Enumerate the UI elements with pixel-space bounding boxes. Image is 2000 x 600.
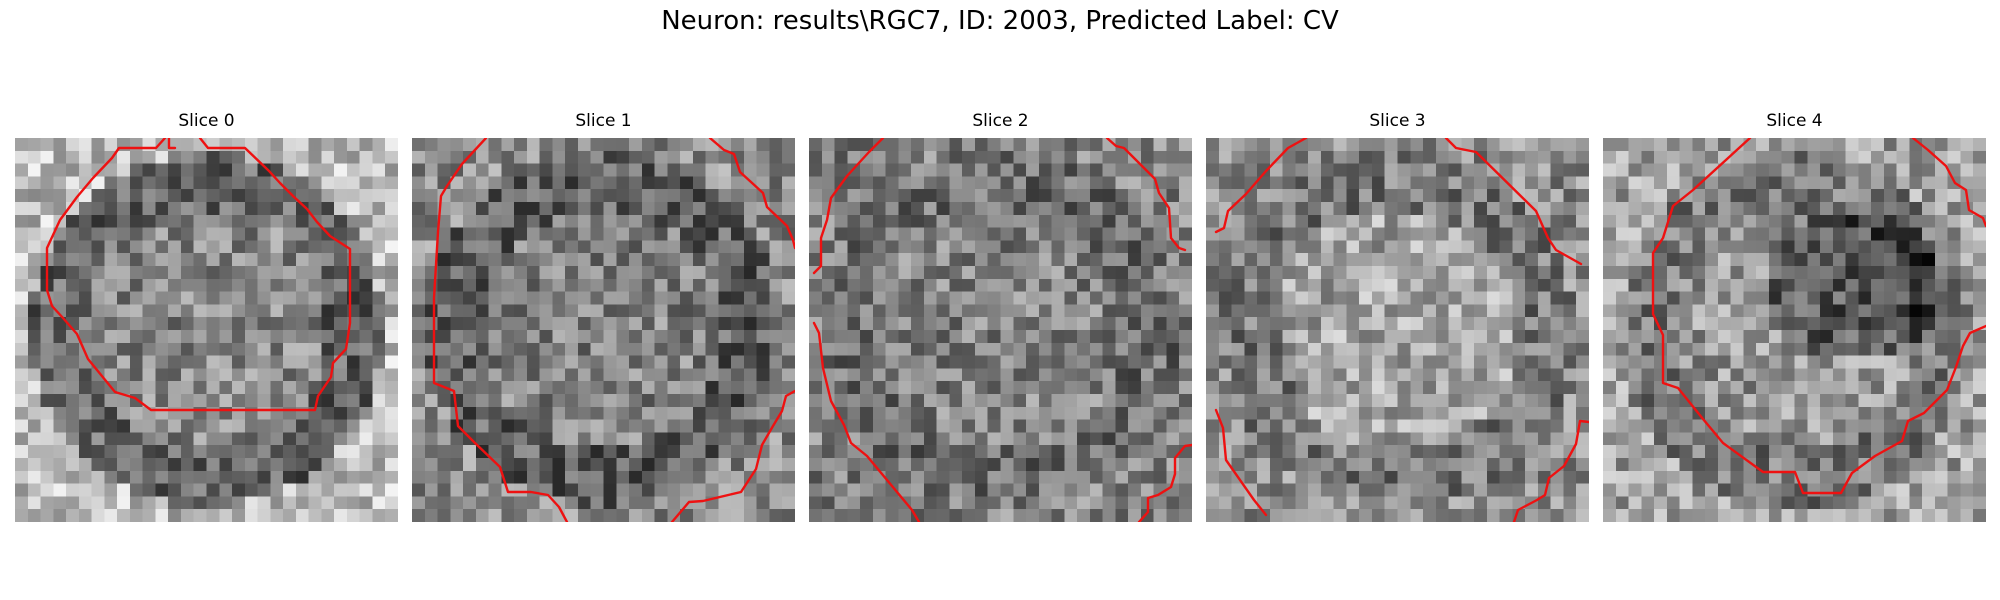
grayscale-image — [15, 138, 398, 522]
slice-title-1: Slice 1 — [575, 111, 632, 131]
slice-image-1 — [412, 138, 795, 522]
slice-panel-1: Slice 1 — [412, 110, 795, 522]
slice-title-2: Slice 2 — [972, 111, 1029, 131]
grayscale-image — [412, 138, 795, 522]
slice-image-4 — [1603, 138, 1986, 522]
slice-image-0 — [15, 138, 398, 522]
slice-title-3: Slice 3 — [1369, 111, 1426, 131]
segmentation-contour — [1214, 138, 1589, 522]
grayscale-image — [1603, 138, 1986, 522]
slice-panel-0: Slice 0 — [15, 110, 398, 522]
slice-title-0: Slice 0 — [178, 111, 235, 131]
segmentation-contour — [812, 138, 1192, 522]
slice-panel-2: Slice 2 — [809, 110, 1192, 522]
grayscale-image — [809, 138, 1192, 522]
segmentation-contour — [45, 138, 352, 412]
slice-panel-3: Slice 3 — [1206, 110, 1589, 522]
slice-image-3 — [1206, 138, 1589, 522]
slice-panel-4: Slice 4 — [1603, 110, 1986, 522]
segmentation-contour — [432, 138, 795, 522]
segmentation-contour — [1651, 138, 1986, 495]
slice-image-2 — [809, 138, 1192, 522]
slice-title-4: Slice 4 — [1766, 111, 1823, 131]
figure-title: Neuron: results\RGC7, ID: 2003, Predicte… — [661, 6, 1339, 36]
